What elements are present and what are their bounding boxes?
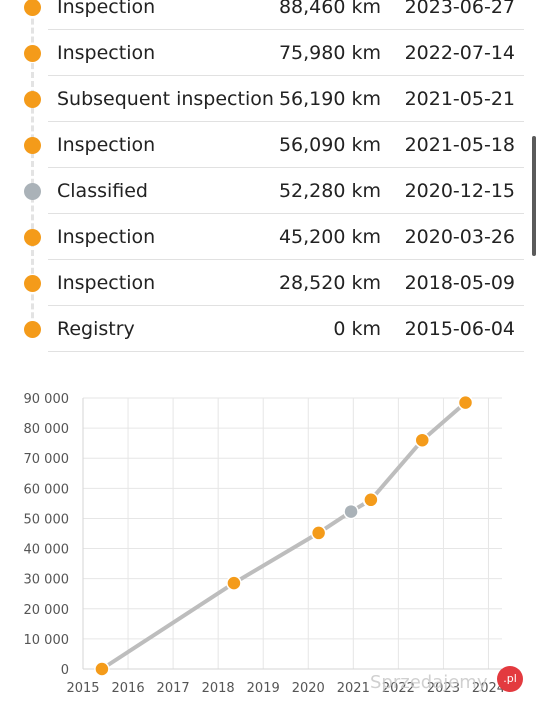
data-point — [457, 394, 474, 411]
event-label: Inspection — [57, 272, 156, 294]
x-tick-label: 2016 — [112, 681, 145, 696]
data-point — [343, 503, 359, 520]
row-divider — [48, 259, 524, 260]
history-list: Inspection 88,460 km 2023-06-27 Inspecti… — [0, 0, 540, 352]
x-tick-label: 2021 — [337, 681, 370, 696]
event-date: 2021-05-18 — [404, 134, 515, 156]
row-divider — [48, 167, 524, 168]
mileage-value: 56,090 km — [278, 134, 381, 156]
history-row[interactable]: Registry 0 km 2015-06-04 — [0, 306, 540, 352]
mileage-value: 45,200 km — [278, 226, 381, 248]
timeline-dot-icon — [24, 183, 41, 200]
y-tick-label: 40 000 — [24, 543, 70, 558]
x-tick-label: 2017 — [157, 681, 190, 696]
event-label: Subsequent inspection — [57, 88, 274, 110]
timeline-dot-icon — [24, 229, 41, 246]
y-tick-label: 70 000 — [24, 452, 70, 467]
y-tick-label: 10 000 — [24, 633, 70, 648]
mileage-value: 28,520 km — [278, 272, 381, 294]
mileage-value: 75,980 km — [278, 42, 381, 64]
mileage-value: 52,280 km — [278, 180, 381, 202]
mileage-series-line — [99, 400, 468, 671]
y-tick-label: 0 — [61, 663, 69, 678]
history-row[interactable]: Subsequent inspection 56,190 km 2021-05-… — [0, 76, 540, 122]
data-point — [310, 525, 327, 541]
data-point — [363, 492, 379, 508]
data-point — [226, 575, 242, 591]
event-date: 2023-06-27 — [404, 0, 515, 18]
x-tick-label: 2015 — [66, 681, 99, 696]
x-tick-label: 2018 — [202, 681, 235, 696]
row-divider — [48, 121, 524, 122]
timeline-line — [31, 0, 34, 336]
timeline-dot-icon — [24, 137, 41, 154]
mileage-value: 0 km — [333, 318, 381, 340]
event-label: Registry — [57, 318, 135, 340]
timeline-dot-icon — [24, 321, 41, 338]
event-label: Inspection — [57, 226, 156, 248]
event-date: 2020-12-15 — [404, 180, 515, 202]
event-label: Classified — [57, 180, 148, 202]
y-tick-label: 90 000 — [24, 392, 70, 407]
timeline-dot-icon — [24, 91, 41, 108]
y-tick-label: 20 000 — [24, 603, 70, 618]
mileage-value: 88,460 km — [278, 0, 381, 18]
history-row[interactable]: Inspection 56,090 km 2021-05-18 — [0, 122, 540, 168]
mileage-chart-svg: 0 10 000 20 000 30 000 40 000 50 000 60 000 70 … — [24, 392, 506, 696]
x-tick-label: 2019 — [247, 681, 280, 696]
watermark-badge: .pl — [497, 666, 523, 692]
row-divider — [48, 29, 524, 30]
data-point — [414, 432, 431, 448]
event-date: 2020-03-26 — [404, 226, 515, 248]
y-tick-label: 80 000 — [24, 422, 70, 437]
watermark-text: Sprzedajemy — [370, 672, 488, 693]
row-divider — [48, 213, 524, 214]
event-label: Inspection — [57, 42, 156, 64]
history-row[interactable]: Inspection 88,460 km 2023-06-27 — [0, 0, 540, 30]
event-date: 2018-05-09 — [404, 272, 515, 294]
x-tick-label: 2024 — [472, 681, 505, 696]
timeline-dot-icon — [24, 45, 41, 62]
data-point — [94, 661, 110, 677]
row-divider — [48, 75, 524, 76]
y-tick-label: 30 000 — [24, 573, 70, 588]
mileage-value: 56,190 km — [278, 88, 381, 110]
y-tick-label: 50 000 — [24, 512, 70, 527]
x-tick-label: 2022 — [382, 681, 415, 696]
history-row[interactable]: Classified 52,280 km 2020-12-15 — [0, 168, 540, 214]
x-tick-label: 2020 — [292, 681, 325, 696]
event-label: Inspection — [57, 134, 156, 156]
mileage-chart: 0 10 000 20 000 30 000 40 000 50 000 60 000 70 … — [0, 380, 540, 720]
event-date: 2021-05-21 — [404, 88, 515, 110]
row-divider — [48, 305, 524, 306]
event-date: 2015-06-04 — [404, 318, 515, 340]
event-label: Inspection — [57, 0, 156, 18]
timeline-dot-icon — [24, 275, 41, 292]
history-row[interactable]: Inspection 75,980 km 2022-07-14 — [0, 30, 540, 76]
timeline-dot-icon — [24, 0, 41, 16]
history-row[interactable]: Inspection 45,200 km 2020-03-26 — [0, 214, 540, 260]
scrollbar[interactable] — [532, 136, 536, 256]
row-divider — [48, 351, 524, 352]
event-date: 2022-07-14 — [404, 42, 515, 64]
history-row[interactable]: Inspection 28,520 km 2018-05-09 — [0, 260, 540, 306]
y-tick-label: 60 000 — [24, 482, 70, 497]
x-tick-label: 2023 — [427, 681, 460, 696]
